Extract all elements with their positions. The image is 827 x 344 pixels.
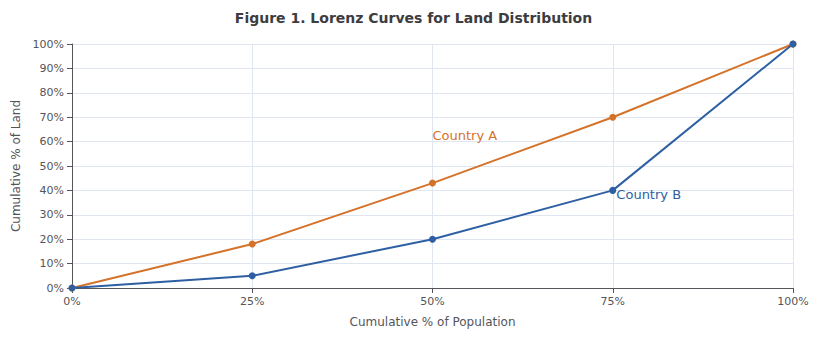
svg-text:30%: 30% — [40, 208, 64, 221]
svg-text:25%: 25% — [240, 295, 264, 308]
svg-text:60%: 60% — [40, 135, 64, 148]
svg-text:Cumulative % of Population: Cumulative % of Population — [350, 315, 516, 329]
svg-text:80%: 80% — [40, 86, 64, 99]
svg-text:Cumulative % of Land: Cumulative % of Land — [9, 100, 23, 232]
svg-text:40%: 40% — [40, 184, 64, 197]
svg-text:70%: 70% — [40, 111, 64, 124]
svg-text:50%: 50% — [40, 160, 64, 173]
svg-text:100%: 100% — [33, 38, 64, 51]
svg-text:10%: 10% — [40, 257, 64, 270]
svg-text:Figure 1. Lorenz Curves for La: Figure 1. Lorenz Curves for Land Distrib… — [235, 10, 592, 26]
svg-text:0%: 0% — [47, 282, 64, 295]
svg-text:50%: 50% — [420, 295, 444, 308]
svg-text:75%: 75% — [601, 295, 625, 308]
svg-text:Country B: Country B — [616, 187, 681, 202]
svg-text:0%: 0% — [63, 295, 80, 308]
svg-text:90%: 90% — [40, 62, 64, 75]
svg-text:Country A: Country A — [433, 128, 498, 143]
svg-text:20%: 20% — [40, 233, 64, 246]
svg-text:100%: 100% — [777, 295, 808, 308]
